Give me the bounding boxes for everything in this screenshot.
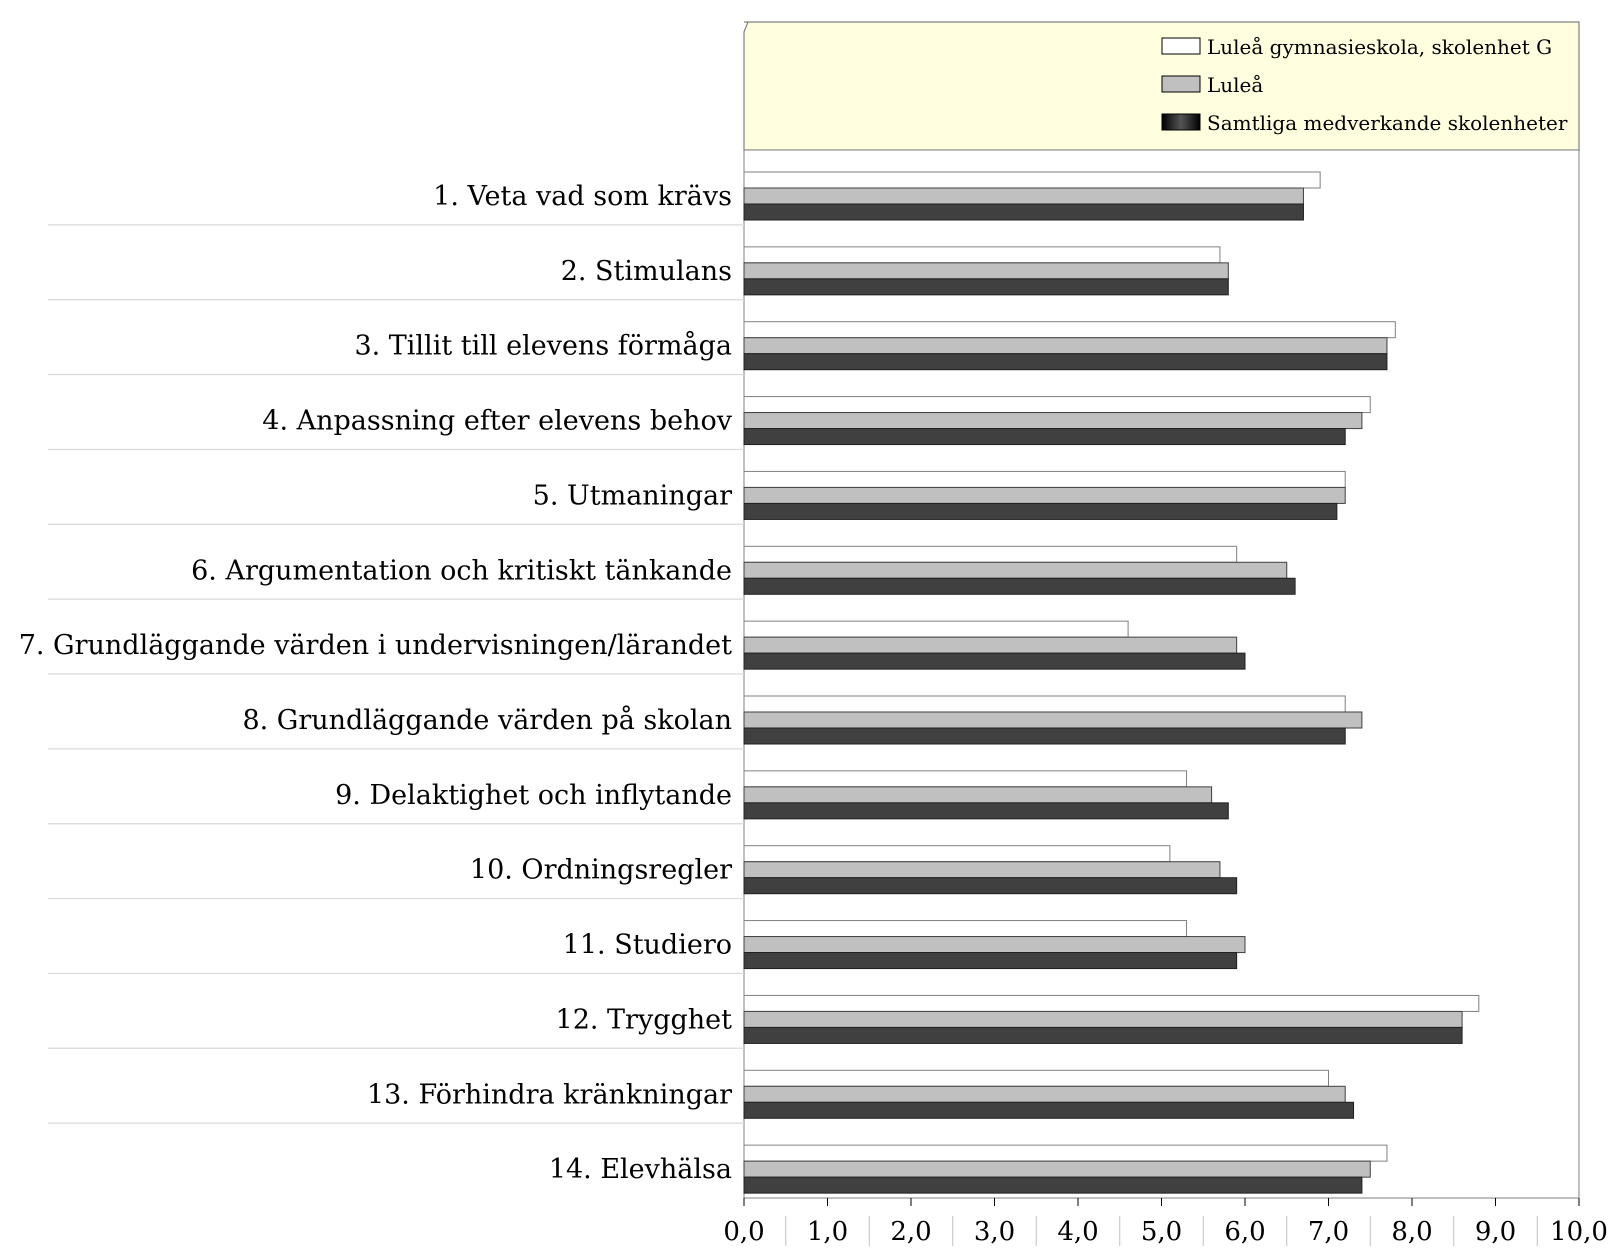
bar-series-3 xyxy=(743,877,1238,895)
bar-series-3 xyxy=(743,203,1304,221)
category-label: 6. Argumentation och kritiskt tänkande xyxy=(191,555,732,586)
bar-series-1 xyxy=(743,171,1321,189)
bar-series-1 xyxy=(743,321,1396,339)
bar-series-1 xyxy=(743,1069,1329,1087)
bar-series-2 xyxy=(743,1160,1371,1178)
bar-series-2 xyxy=(743,861,1221,879)
bar-series-3 xyxy=(743,802,1229,820)
category-label: 5. Utmaningar xyxy=(533,480,732,511)
bar-series-2 xyxy=(743,337,1388,355)
category-label: 2. Stimulans xyxy=(561,256,732,287)
bar-series-1 xyxy=(743,845,1171,863)
legend: Luleå gymnasieskola, skolenhet G Luleå S… xyxy=(743,21,1580,151)
bar-series-2 xyxy=(743,936,1246,954)
bar-series-2 xyxy=(743,1085,1346,1103)
x-tick-label: 7,0 xyxy=(1308,1217,1349,1247)
bar-series-2 xyxy=(743,262,1229,280)
x-tick-label: 2,0 xyxy=(890,1217,931,1247)
category-label: 8. Grundläggande värden på skolan xyxy=(242,704,732,736)
x-tick-label: 3,0 xyxy=(974,1217,1015,1247)
category-label: 1. Veta vad som krävs xyxy=(433,181,732,212)
x-tick-label: 4,0 xyxy=(1057,1217,1098,1247)
category-label: 11. Studiero xyxy=(563,930,732,961)
x-axis: 0,0 1,0 2,0 3,0 4,0 5,0 6,0 7,0 8,0 9,0 10,0 xyxy=(723,1198,1608,1247)
bar-series-3 xyxy=(743,577,1296,595)
bar-series-1 xyxy=(743,620,1129,638)
category-label: 9. Delaktighet och inflytande xyxy=(335,780,732,811)
legend-label-series-3: Samtliga medverkande skolenheter xyxy=(1207,111,1568,135)
bar-series-1 xyxy=(743,695,1346,713)
bars xyxy=(743,171,1480,1194)
bar-series-3 xyxy=(743,1026,1463,1044)
bar-series-3 xyxy=(743,952,1238,970)
bar-series-2 xyxy=(743,187,1304,205)
category-label: 7. Grundläggande värden i undervisningen… xyxy=(19,630,732,661)
row-separators xyxy=(48,224,744,1124)
bar-series-1 xyxy=(743,545,1238,563)
x-tick-label: 1,0 xyxy=(807,1217,848,1247)
bar-series-3 xyxy=(743,1101,1355,1119)
x-tick-label: 9,0 xyxy=(1475,1217,1516,1247)
bar-series-2 xyxy=(743,486,1346,504)
x-tick-label: 0,0 xyxy=(723,1217,764,1247)
x-tick-label: 10,0 xyxy=(1550,1217,1608,1247)
bar-series-3 xyxy=(743,1176,1363,1194)
x-tick-label: 6,0 xyxy=(1224,1217,1265,1247)
bar-series-1 xyxy=(743,920,1188,938)
bar-series-3 xyxy=(743,353,1388,371)
x-tick-label: 8,0 xyxy=(1391,1217,1432,1247)
bar-series-2 xyxy=(743,711,1363,729)
legend-label-series-2: Luleå xyxy=(1207,73,1263,97)
bar-series-2 xyxy=(743,636,1238,654)
bar-series-1 xyxy=(743,1144,1388,1162)
bar-series-3 xyxy=(743,278,1229,296)
category-label: 4. Anpassning efter elevens behov xyxy=(262,406,732,437)
bar-series-1 xyxy=(743,770,1188,788)
bar-series-3 xyxy=(743,502,1338,520)
bar-series-2 xyxy=(743,561,1288,579)
legend-swatch-series-1 xyxy=(1161,37,1201,55)
bar-series-3 xyxy=(743,652,1246,670)
category-label: 10. Ordningsregler xyxy=(470,855,732,886)
bar-series-2 xyxy=(743,1010,1463,1028)
bar-series-1 xyxy=(743,246,1221,264)
x-tick-label: 5,0 xyxy=(1141,1217,1182,1247)
category-labels: 1. Veta vad som krävs 2. Stimulans 3. Till… xyxy=(19,181,733,1185)
bar-series-1 xyxy=(743,994,1480,1012)
category-label: 14. Elevhälsa xyxy=(549,1154,732,1185)
legend-label-series-1: Luleå gymnasieskola, skolenhet G xyxy=(1207,35,1552,59)
legend-swatch-series-3 xyxy=(1161,113,1201,131)
category-label: 3. Tillit till elevens förmåga xyxy=(354,330,732,362)
legend-swatch-series-2 xyxy=(1161,75,1201,93)
bar-series-3 xyxy=(743,428,1346,446)
bar-series-3 xyxy=(743,727,1346,745)
bar-series-2 xyxy=(743,786,1213,804)
bar-series-1 xyxy=(743,470,1346,488)
category-label: 13. Förhindra kränkningar xyxy=(367,1079,732,1110)
bar-series-2 xyxy=(743,412,1363,430)
category-label: 12. Trygghet xyxy=(556,1004,733,1035)
bar-series-1 xyxy=(743,396,1371,414)
